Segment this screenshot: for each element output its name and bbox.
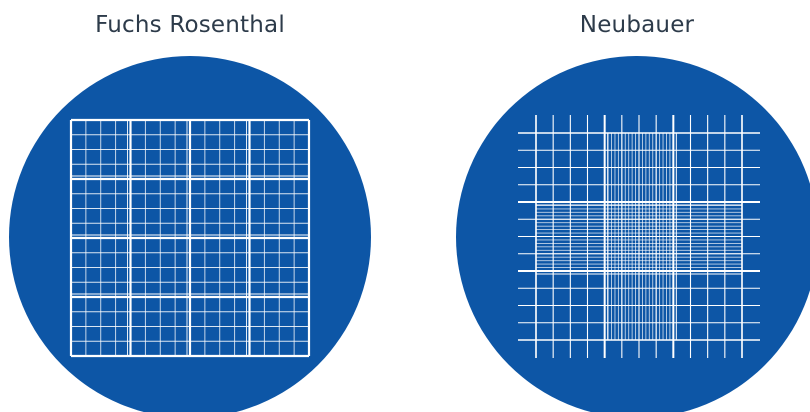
fuchs-rosenthal-grid <box>69 118 311 358</box>
neubauer-title: Neubauer <box>579 12 695 38</box>
neubauer-grid <box>518 115 760 358</box>
neubauer-circle <box>456 56 810 412</box>
fuchs-rosenthal-title: Fuchs Rosenthal <box>95 12 285 38</box>
